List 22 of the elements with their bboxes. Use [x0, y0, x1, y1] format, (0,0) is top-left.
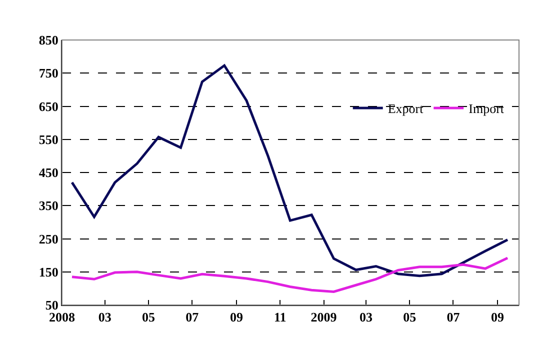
y-tick-label: 450: [38, 165, 58, 180]
legend-label: Export: [388, 101, 424, 116]
x-tick-label: 09: [491, 310, 505, 325]
y-tick-label: 350: [38, 198, 58, 214]
x-tick-label: 07: [186, 310, 200, 325]
y-tick-label: 850: [38, 32, 58, 48]
line-series: [70, 64, 509, 278]
x-tick-label: 11: [274, 310, 286, 325]
x-tick-label: 03: [98, 310, 112, 325]
y-tick-label: 550: [38, 132, 58, 147]
x-tick-label: 05: [403, 310, 417, 325]
y-tick-label: 750: [38, 66, 58, 81]
x-tick-label: 07: [446, 310, 460, 325]
x-tick-label: 03: [359, 310, 373, 325]
y-tick-label: 250: [38, 231, 58, 246]
y-tick-label: 650: [38, 98, 58, 114]
y-tick-label: 150: [38, 264, 58, 280]
line-series: [70, 256, 509, 293]
legend-label: Import: [468, 101, 504, 116]
x-tick-label: 09: [230, 310, 244, 325]
x-tick-label: 05: [142, 310, 156, 325]
x-tick-label: 2009: [310, 310, 338, 325]
